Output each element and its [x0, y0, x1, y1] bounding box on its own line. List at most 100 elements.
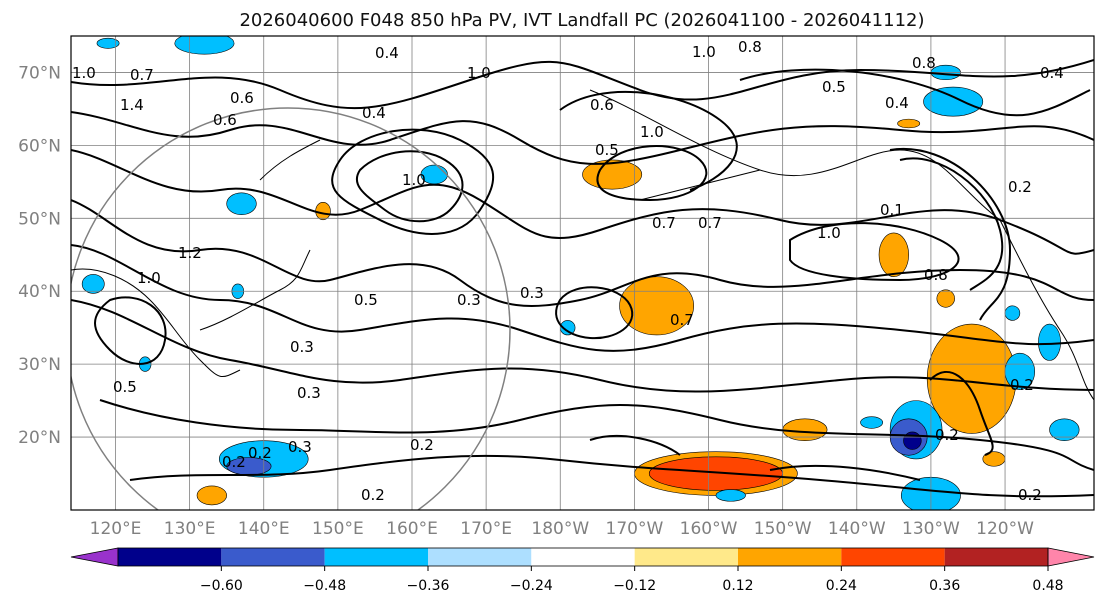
contour-label: 1.0	[72, 64, 96, 82]
ivt-shaded-region	[878, 232, 909, 277]
colorbar-segment	[531, 548, 635, 566]
x-tick-label: 130°E	[164, 519, 216, 539]
contour-label: 0.5	[595, 141, 619, 159]
contour-label: 0.3	[297, 384, 321, 402]
contour-label: 0.4	[362, 104, 386, 122]
x-tick-label: 170°W	[606, 519, 664, 539]
pv-contour	[355, 150, 464, 223]
x-tick-label: 180°W	[531, 519, 589, 539]
contour-label: 0.8	[924, 266, 948, 284]
pv-contour	[596, 145, 708, 202]
ivt-shaded-region	[1004, 305, 1021, 321]
colorbar-segment	[118, 548, 222, 566]
pv-contour	[789, 222, 960, 282]
ivt-shaded-region	[923, 86, 984, 117]
contour-label: 0.5	[354, 291, 378, 309]
contour-label: 0.2	[248, 444, 272, 462]
pv-contour	[99, 399, 1094, 471]
colorbar-segment	[634, 548, 738, 566]
x-tick-label: 160°W	[680, 519, 738, 539]
colorbar-ticks: −0.60 −0.48 −0.36 −0.24 −0.12 0.12 0.24 0.36 0.4…	[200, 566, 1064, 594]
contour-label: 1.4	[120, 96, 144, 114]
pv-contour	[71, 244, 1094, 352]
pv-contour	[71, 59, 1094, 110]
colorbar-tick-label: 0.48	[1032, 578, 1063, 594]
colorbar-extend-high	[1047, 547, 1095, 567]
contour-label: 0.2	[1010, 376, 1034, 394]
x-tick-label: 120°W	[976, 519, 1034, 539]
coastline-kamchatka	[259, 139, 321, 181]
ivt-shaded-region	[81, 274, 105, 294]
contour-label: 0.2	[361, 486, 385, 504]
contour-label: 0.1	[880, 201, 904, 219]
contour-label: 0.4	[885, 94, 909, 112]
ivt-shaded-region	[860, 416, 884, 429]
contour-label: 1.0	[640, 123, 664, 141]
pv-contour	[94, 296, 167, 365]
x-tick-label: 140°E	[238, 519, 290, 539]
ivt-shaded-region	[315, 201, 331, 221]
x-tick-label: 140°W	[828, 519, 886, 539]
colorbar-segment	[944, 548, 1048, 566]
contour-label: 0.8	[738, 38, 762, 56]
x-tick-label: 150°E	[312, 519, 364, 539]
colorbar-tick-label: −0.48	[303, 578, 346, 594]
x-tick-label: 170°E	[460, 519, 512, 539]
contour-label: 0.6	[230, 89, 254, 107]
map-plot-area: 1.0 0.7 0.6 1.0 1.0 0.8 0.5 0.4 0.8 0.4 …	[71, 36, 1094, 510]
contour-label: 0.6	[213, 111, 237, 129]
colorbar-segment	[221, 548, 325, 566]
contour-label: 0.6	[590, 96, 614, 114]
x-axis-ticks: 120°E 130°E 140°E 150°E 160°E 170°E 180°W 170°W…	[90, 519, 1034, 539]
ivt-shaded-region	[196, 485, 227, 506]
colorbar	[70, 547, 1095, 567]
x-tick-label: 130°W	[902, 519, 960, 539]
contour-label: 0.7	[652, 214, 676, 232]
ivt-shaded-region	[897, 118, 921, 129]
colorbar-segment	[738, 548, 842, 566]
pv-contour	[71, 299, 1094, 393]
map-frame	[70, 35, 1095, 511]
coastline-japan	[199, 249, 311, 331]
reference-circle	[71, 107, 511, 510]
contour-label: 1.0	[692, 43, 716, 61]
pv-contour	[555, 286, 634, 340]
colorbar-tick-label: −0.36	[407, 578, 450, 594]
y-tick-label: 50°N	[18, 209, 61, 229]
ivt-shaded-region	[648, 456, 783, 491]
pv-contour	[739, 68, 1091, 117]
pv-contour	[899, 157, 1004, 291]
y-tick-label: 60°N	[18, 136, 61, 156]
pv-contours	[71, 59, 1094, 498]
pv-contour-labels: 1.0 0.7 0.6 1.0 1.0 0.8 0.5 0.4 0.8 0.4 …	[72, 38, 1064, 504]
contour-label: 0.3	[288, 438, 312, 456]
y-axis-ticks: 20°N 30°N 40°N 50°N 60°N 70°N	[18, 63, 61, 448]
pv-contour	[71, 199, 1094, 307]
contour-label: 0.2	[935, 426, 959, 444]
coastline-alaska	[589, 89, 1001, 221]
pv-contour	[71, 111, 1094, 165]
contour-label: 1.0	[467, 64, 491, 82]
contour-label: 0.3	[520, 284, 544, 302]
ivt-shaded-region	[936, 289, 955, 308]
contour-label: 0.2	[222, 453, 246, 471]
colorbar-segment	[324, 548, 428, 566]
contour-label: 0.7	[698, 214, 722, 232]
colorbar-tick-label: −0.12	[613, 578, 656, 594]
contour-label: 0.2	[410, 436, 434, 454]
colorbar-tick-label: −0.24	[510, 578, 553, 594]
pv-contour	[71, 149, 1094, 255]
contour-label: 0.3	[290, 338, 314, 356]
x-tick-label: 120°E	[90, 519, 142, 539]
contour-label: 0.2	[1018, 486, 1042, 504]
y-tick-label: 30°N	[18, 355, 61, 375]
pv-contour	[929, 370, 994, 456]
coastline-asia	[71, 268, 241, 378]
contour-label: 0.4	[1040, 64, 1064, 82]
colorbar-tick-label: −0.60	[200, 578, 243, 594]
pv-contour	[559, 90, 738, 191]
contour-label: 0.7	[130, 66, 154, 84]
contour-label: 0.8	[912, 54, 936, 72]
contour-label: 0.5	[113, 378, 137, 396]
